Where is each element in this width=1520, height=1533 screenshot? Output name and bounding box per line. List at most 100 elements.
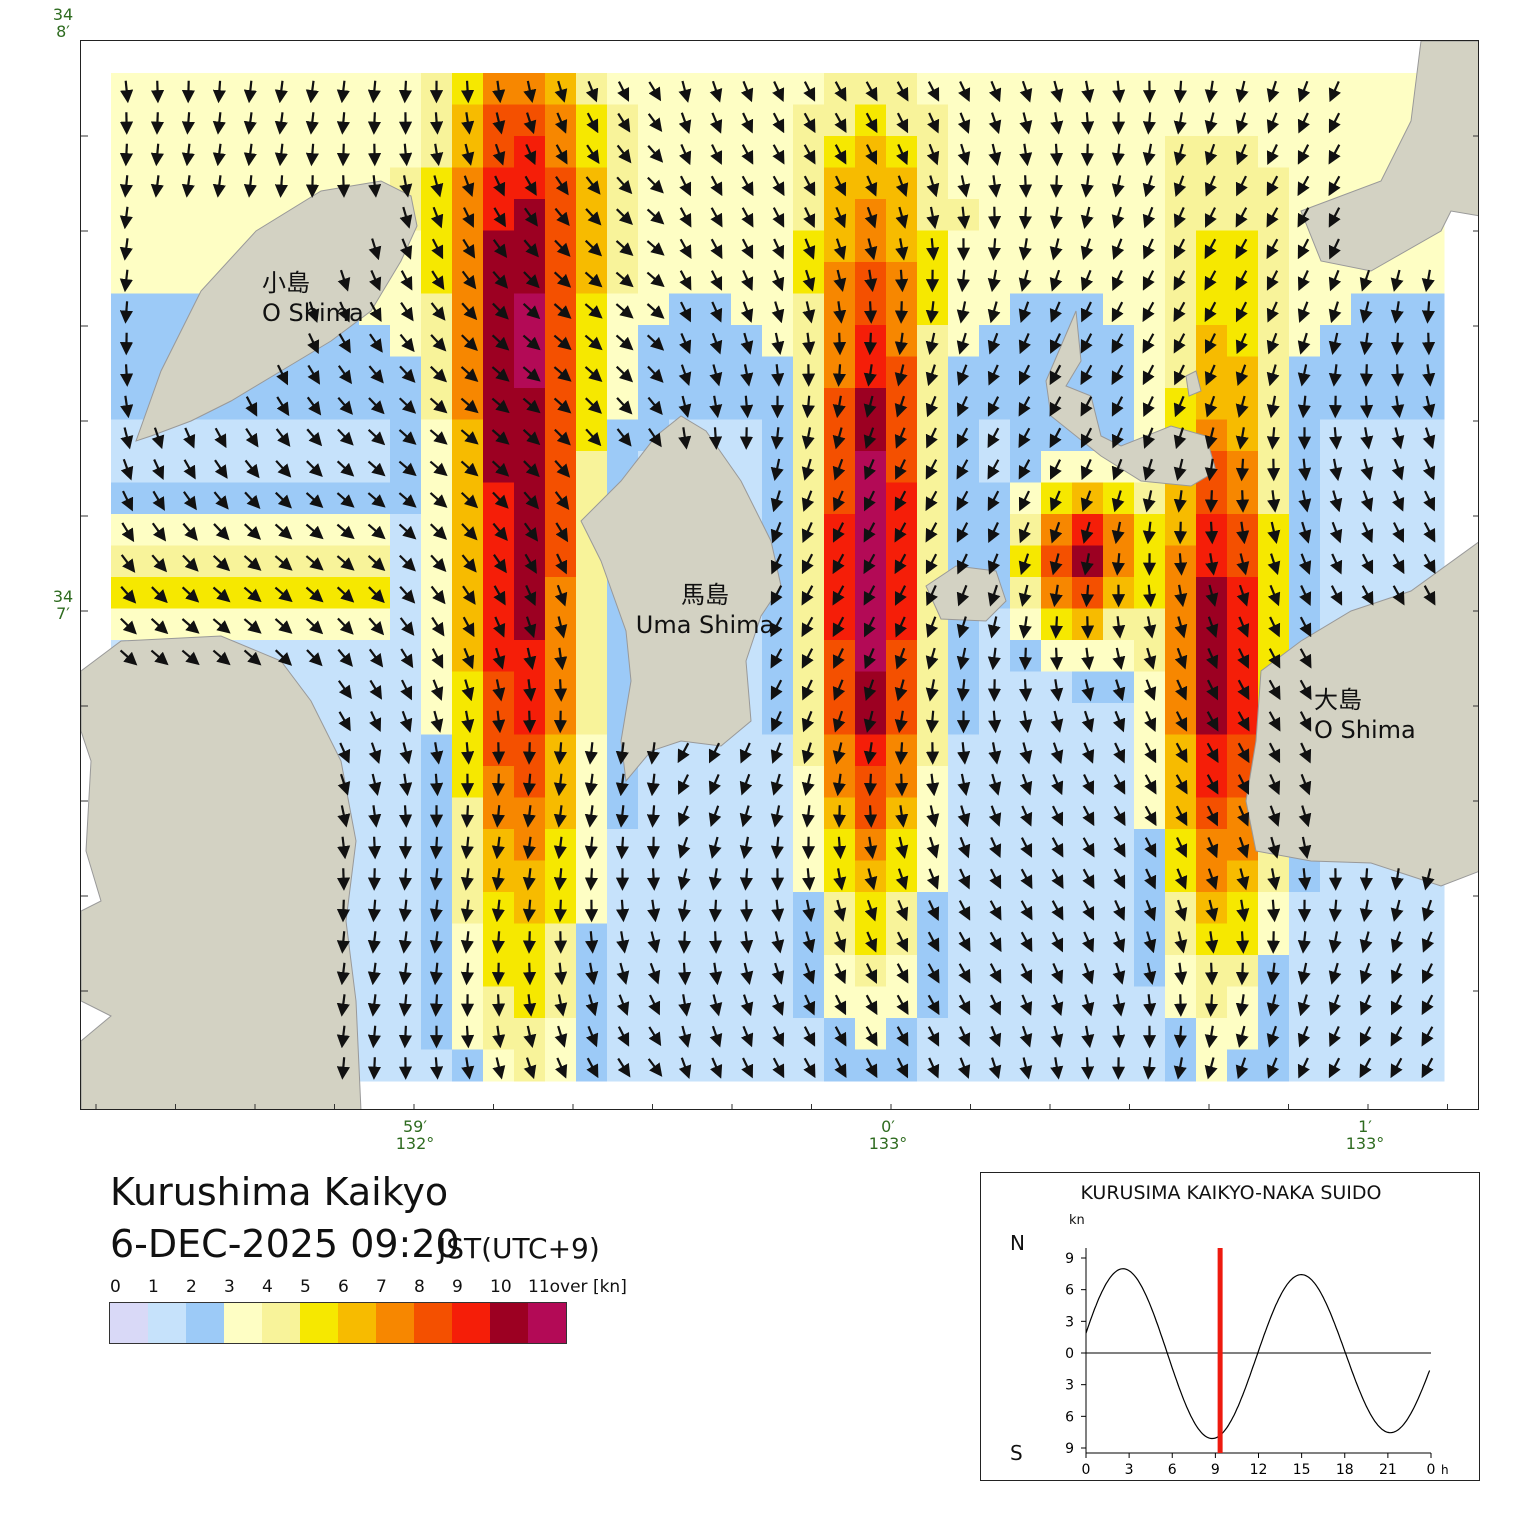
legend-swatch xyxy=(490,1303,528,1343)
current-arrow xyxy=(1174,553,1188,576)
legend-tick: 5 xyxy=(300,1277,311,1297)
current-arrow xyxy=(894,742,908,765)
speed-cell xyxy=(204,199,236,231)
current-arrow xyxy=(336,112,350,135)
current-arrow xyxy=(460,80,475,104)
speed-cell xyxy=(142,293,174,326)
current-arrow xyxy=(367,1057,382,1080)
lat-label-mid: 34 7′ xyxy=(52,587,74,623)
current-arrow xyxy=(1081,112,1095,135)
current-arrow xyxy=(832,364,846,387)
current-map[interactable] xyxy=(80,40,1479,1110)
current-arrow xyxy=(150,112,165,135)
current-arrow xyxy=(863,332,878,356)
speed-cell xyxy=(1351,136,1383,168)
current-arrow xyxy=(212,80,226,104)
current-arrow xyxy=(367,1025,381,1049)
current-arrow xyxy=(119,364,134,387)
current-arrow xyxy=(740,395,754,419)
current-arrow xyxy=(925,710,939,734)
tide-x-label: 3 xyxy=(1125,1462,1134,1478)
current-arrow xyxy=(895,269,909,293)
speed-cell xyxy=(173,262,205,294)
current-arrow xyxy=(1111,553,1125,576)
current-arrow xyxy=(677,931,692,954)
tide-x-label: 12 xyxy=(1250,1462,1268,1478)
current-arrow xyxy=(398,868,412,891)
legend-tick: 9 xyxy=(452,1277,463,1297)
tide-y-label: 3 xyxy=(1065,1378,1074,1394)
current-arrow xyxy=(460,962,474,986)
current-arrow xyxy=(987,238,1001,261)
legend-swatch xyxy=(148,1303,186,1343)
lat-label-top: 34 8′ xyxy=(52,5,74,41)
tide-x-label: 9 xyxy=(1211,1462,1220,1478)
current-arrow xyxy=(1204,994,1219,1017)
current-arrow xyxy=(863,805,878,828)
current-arrow xyxy=(398,805,413,828)
place-uma-shima: 馬島 Uma Shima xyxy=(635,581,775,639)
speed-cell xyxy=(1382,73,1414,105)
current-arrow xyxy=(460,805,475,828)
legend-tick: 6 xyxy=(338,1277,349,1297)
current-arrow xyxy=(336,899,351,923)
current-arrow xyxy=(584,868,599,891)
current-arrow xyxy=(336,931,350,954)
current-arrow xyxy=(1049,616,1064,639)
current-arrow xyxy=(863,301,878,324)
legend-swatch xyxy=(186,1303,224,1343)
current-arrow xyxy=(522,710,537,734)
tide-x-label: 15 xyxy=(1293,1462,1311,1478)
current-arrow xyxy=(398,80,413,104)
current-arrow xyxy=(553,742,567,765)
tide-x-unit: h xyxy=(1441,1463,1449,1477)
tide-x-label: 6 xyxy=(1168,1462,1177,1478)
tide-x-label: 0 xyxy=(1082,1462,1091,1478)
area-title: Kurushima Kaikyo xyxy=(110,1170,449,1214)
current-arrow xyxy=(1049,647,1064,671)
speed-legend xyxy=(109,1302,567,1344)
speed-cell xyxy=(576,703,608,735)
current-arrow xyxy=(119,301,133,324)
current-arrow xyxy=(336,175,351,198)
legend-tick: 3 xyxy=(224,1277,235,1297)
tide-curve xyxy=(1085,1268,1431,1440)
current-arrow xyxy=(367,80,381,104)
current-arrow xyxy=(646,805,660,828)
speed-cell xyxy=(235,199,267,231)
current-arrow xyxy=(522,899,536,923)
tide-y-label: 6 xyxy=(1065,1283,1074,1299)
tide-y-label: 0 xyxy=(1065,1346,1074,1362)
current-arrow xyxy=(367,899,381,923)
current-arrow xyxy=(956,269,970,293)
current-arrow xyxy=(553,679,568,702)
current-arrow xyxy=(1204,962,1219,986)
current-arrow xyxy=(832,332,847,356)
current-arrow xyxy=(1359,868,1373,891)
speed-cell xyxy=(173,199,205,231)
current-arrow xyxy=(491,931,505,954)
speed-cell xyxy=(1351,73,1383,105)
current-arrow xyxy=(1267,899,1281,923)
current-arrow xyxy=(739,868,753,891)
legend-swatch xyxy=(110,1303,148,1343)
current-arrow xyxy=(336,868,351,891)
speed-cell xyxy=(142,199,174,231)
current-arrow xyxy=(1142,112,1156,135)
current-arrow xyxy=(1050,143,1064,167)
current-arrow xyxy=(461,742,475,765)
legend-swatch xyxy=(262,1303,300,1343)
legend-swatch xyxy=(376,1303,414,1343)
current-arrow xyxy=(553,868,567,891)
current-arrow xyxy=(616,899,630,923)
current-arrow xyxy=(522,773,536,797)
current-arrow xyxy=(305,143,319,167)
speed-cell xyxy=(576,640,608,672)
timezone-label: JST(UTC+9) xyxy=(438,1232,600,1265)
current-arrow xyxy=(181,112,195,135)
lon-label-0: 0′ 133° xyxy=(868,1117,908,1153)
datetime-label: 6-DEC-2025 09:20 xyxy=(110,1222,460,1266)
place-o-shima: 大島 O Shima xyxy=(1314,686,1416,744)
tide-y-label: 9 xyxy=(1065,1441,1074,1457)
